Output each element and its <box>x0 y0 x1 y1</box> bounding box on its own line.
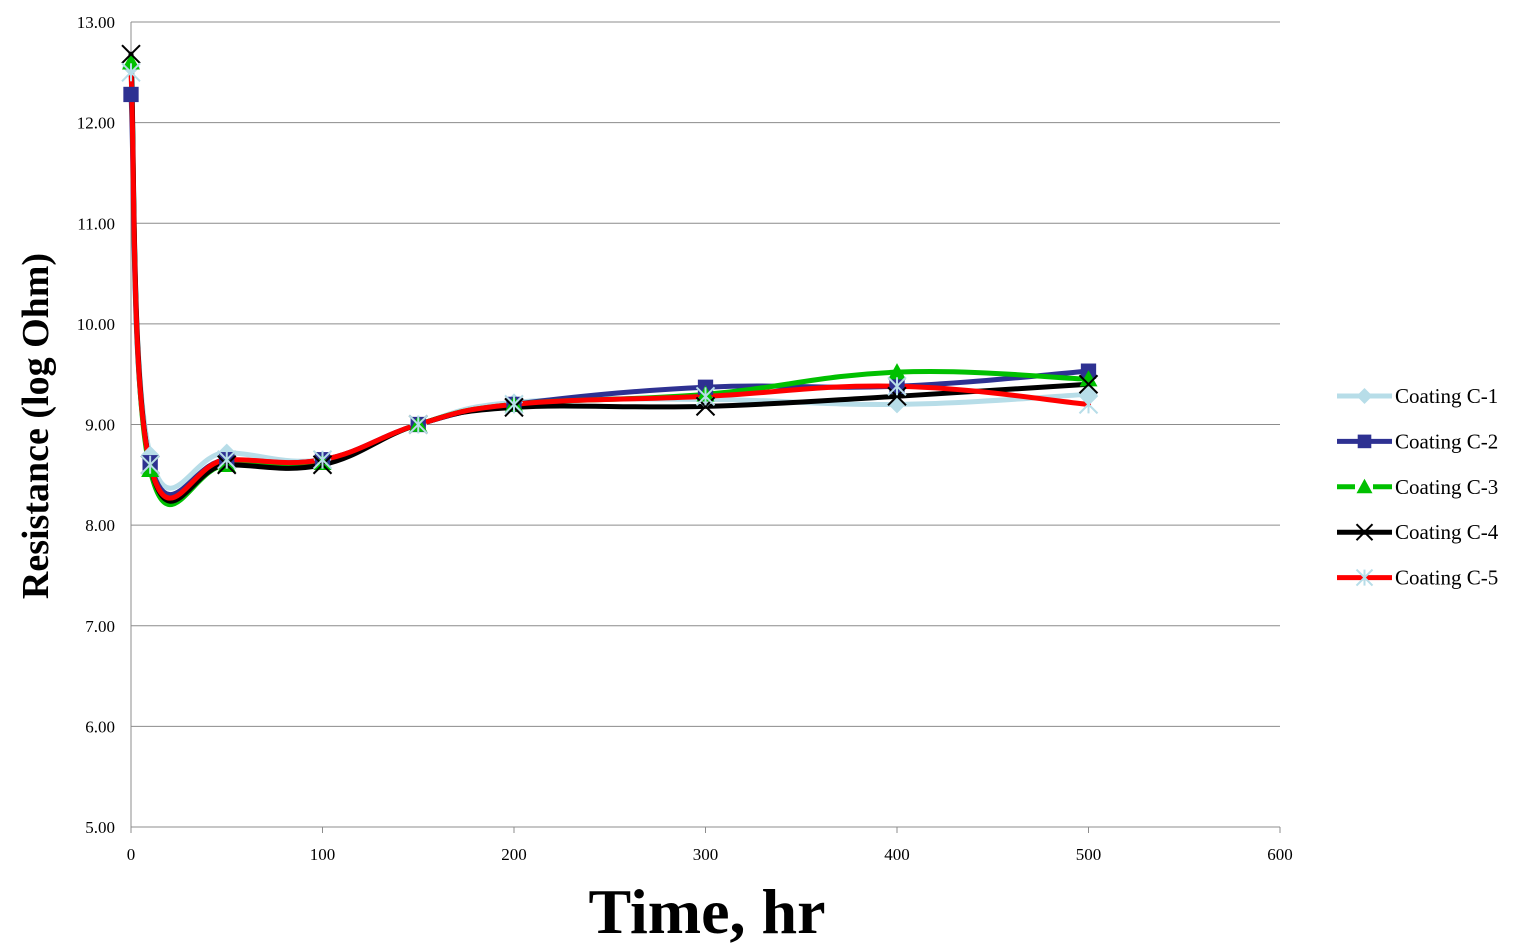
legend-entry: Coating C-3 <box>1337 475 1498 499</box>
legend-label: Coating C-2 <box>1395 429 1498 453</box>
marker-star <box>1355 568 1374 587</box>
marker-x <box>1355 523 1374 541</box>
marker-square <box>123 86 139 103</box>
marker-triangle <box>1079 370 1098 387</box>
marker-star <box>140 455 160 475</box>
series-line-2 <box>128 91 1091 497</box>
series-line-5 <box>128 69 1091 501</box>
legend-entry: Coating C-4 <box>1337 520 1499 544</box>
marker-x-stroke <box>121 44 141 64</box>
x-tick-label: 0 <box>127 845 136 864</box>
gridlines <box>131 21 1280 727</box>
y-tick-label: 5.00 <box>85 818 115 837</box>
marker-star <box>217 450 237 470</box>
x-tick-label: 400 <box>884 845 910 864</box>
series-line-1 <box>128 64 1091 491</box>
y-tick-label: 11.00 <box>77 214 115 233</box>
legend-entry: Coating C-5 <box>1337 566 1498 590</box>
marker-triangle <box>888 363 906 380</box>
axes <box>130 22 1281 833</box>
x-tick-label: 300 <box>693 845 719 864</box>
legend-label: Coating C-4 <box>1395 520 1499 544</box>
marker-x-stroke <box>887 386 907 407</box>
marker-x <box>1078 374 1099 394</box>
marker-x <box>695 396 716 417</box>
legend-label: Coating C-3 <box>1395 475 1498 499</box>
y-tick-label: 7.00 <box>85 617 115 636</box>
x-axis-title: Time, hr <box>588 876 825 947</box>
marker-square <box>1357 434 1372 449</box>
marker-star <box>408 414 428 435</box>
marker-x <box>887 386 907 407</box>
marker-diamond <box>1356 388 1373 404</box>
series-line-4 <box>128 51 1091 504</box>
legend: Coating C-1 Coating C-2 Coating C-3 Coating… <box>1337 384 1499 590</box>
y-tick-label: 6.00 <box>85 717 115 736</box>
legend-label: Coating C-5 <box>1395 566 1498 590</box>
y-tick-label: 13.00 <box>77 13 115 32</box>
y-tick-label: 8.00 <box>85 516 115 535</box>
marker-star <box>1078 394 1099 415</box>
marker-triangle <box>1356 478 1373 494</box>
series-markers <box>121 44 1099 477</box>
marker-x <box>121 44 141 64</box>
marker-star <box>887 376 907 396</box>
y-tick-label: 9.00 <box>85 416 115 435</box>
y-tick-label: 12.00 <box>77 114 115 133</box>
series-line-3 <box>128 59 1091 508</box>
marker-star <box>695 386 716 407</box>
marker-x-stroke <box>695 396 716 417</box>
marker-x-stroke <box>1078 374 1099 394</box>
marker-x-stroke <box>1355 523 1374 541</box>
x-tick-label: 600 <box>1267 845 1293 864</box>
x-tick-label: 100 <box>310 845 336 864</box>
marker-triangle <box>122 53 140 70</box>
x-tick-label: 500 <box>1076 845 1102 864</box>
marker-star <box>121 62 141 83</box>
series-lines <box>128 51 1091 508</box>
x-tick-label: 200 <box>501 845 527 864</box>
y-axis-title: Resistance (log Ohm) <box>15 253 57 599</box>
legend-entry: Coating C-2 <box>1337 429 1498 453</box>
y-tick-label: 10.00 <box>77 315 115 334</box>
legend-label: Coating C-1 <box>1395 384 1498 408</box>
marker-star <box>312 450 333 470</box>
legend-entry: Coating C-1 <box>1337 384 1498 408</box>
tick-labels: 5.00 6.00 7.00 8.00 9.00 10.00 11.00 12.00 13.00… <box>77 13 1293 864</box>
marker-star <box>504 394 524 415</box>
